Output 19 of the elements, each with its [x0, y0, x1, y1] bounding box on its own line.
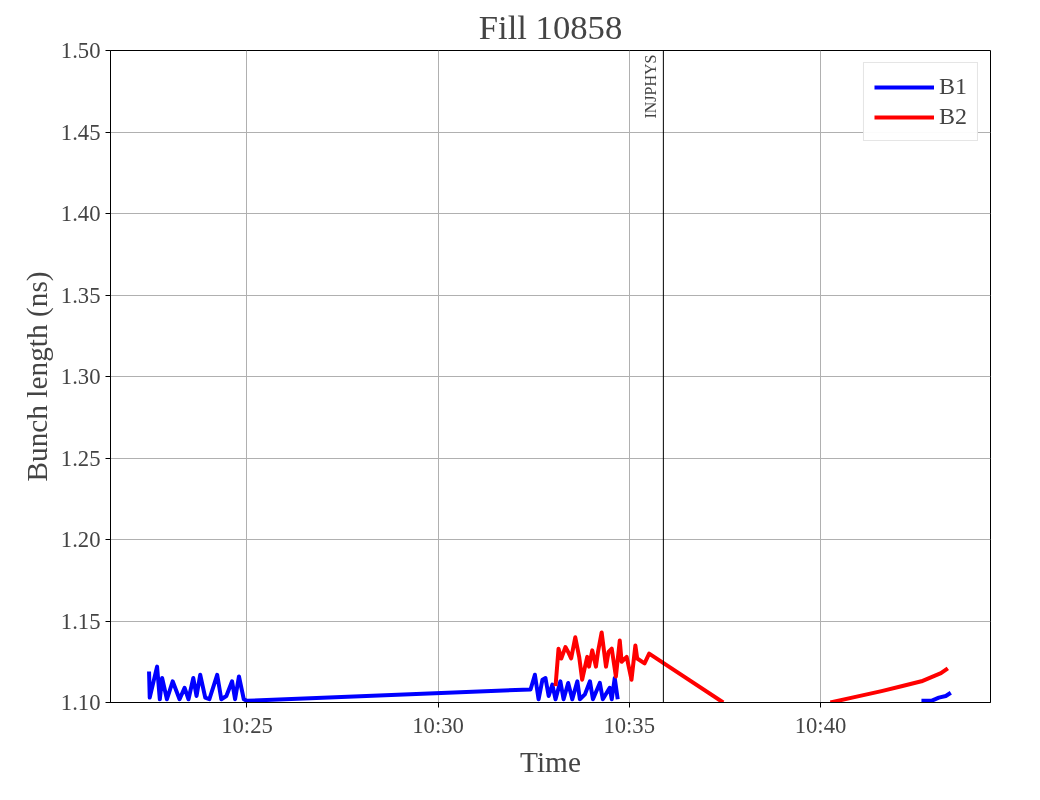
y-tick-label: 1.10: [60, 690, 101, 715]
legend-label: B1: [938, 73, 967, 100]
x-tick-label: 10:35: [603, 712, 655, 738]
y-tick-label: 1.45: [60, 119, 101, 145]
x-tick-label: 10:40: [794, 712, 847, 738]
y-tick-label: 1.40: [60, 201, 101, 226]
x-tick-label: 10:25: [221, 712, 273, 738]
y-tick-label: 1.30: [60, 364, 101, 389]
y-tick-label: 1.20: [60, 527, 101, 552]
chart-title: Fill 10858: [478, 7, 623, 46]
legend-label: B2: [938, 103, 967, 130]
y-tick-label: 1.50: [60, 38, 101, 63]
y-tick-label: 1.15: [60, 608, 101, 634]
y-axis-title: Bunch length (ns): [20, 271, 54, 482]
ref-line-label: INJPHYS: [642, 54, 660, 119]
x-axis-title: Time: [520, 745, 581, 778]
y-tick-label: 1.35: [60, 282, 101, 308]
x-tick-label: 10:30: [412, 712, 464, 738]
y-tick-label: 1.25: [60, 445, 101, 471]
